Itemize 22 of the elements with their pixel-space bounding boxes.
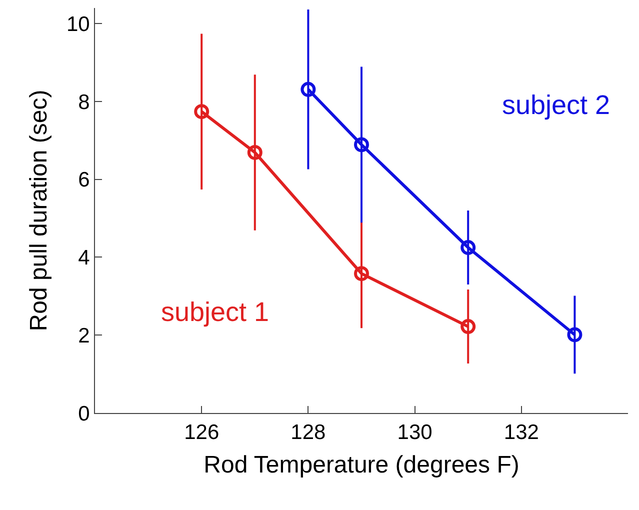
point <box>460 240 476 255</box>
point <box>194 104 210 120</box>
text: subject 1 <box>161 297 270 327</box>
point <box>354 137 369 152</box>
x-tick-label: 126 <box>184 421 220 444</box>
y-tick-label: 4 <box>78 246 90 270</box>
y-tick-label: 0 <box>78 402 90 426</box>
y-tick-label: 2 <box>78 324 90 348</box>
y-tick-label: 6 <box>78 168 90 192</box>
x-tick-label: 128 <box>290 421 326 444</box>
point <box>300 82 316 97</box>
y-tick-label: 10 <box>66 12 90 36</box>
x-axis-title: Rod Temperature (degrees F) <box>204 452 520 478</box>
y-tick-label: 8 <box>78 90 90 114</box>
y-axis-title: Rod pull duration (sec) <box>26 90 53 332</box>
point <box>460 319 476 334</box>
x-tick-label: 132 <box>504 421 539 444</box>
point <box>567 327 582 342</box>
point <box>247 144 262 160</box>
point <box>354 266 369 282</box>
x-tick-label: 130 <box>397 421 432 444</box>
text: subject 2 <box>502 90 610 120</box>
